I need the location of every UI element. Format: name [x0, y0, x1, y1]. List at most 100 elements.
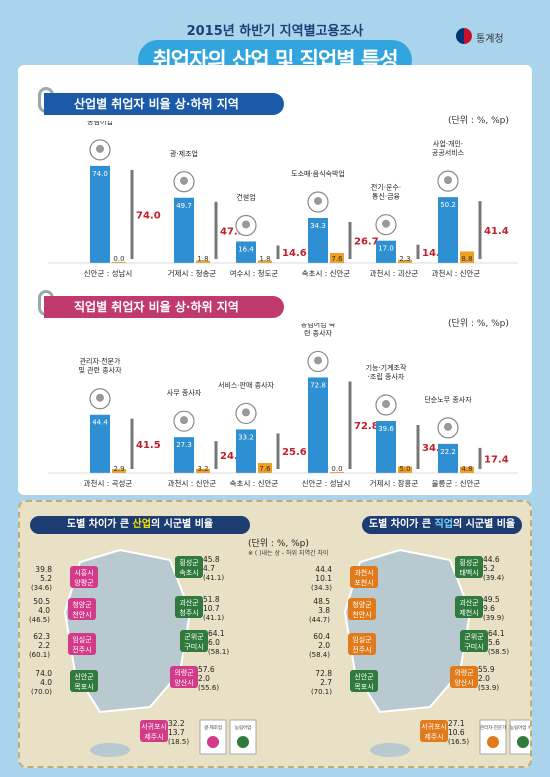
- category-label: 및 관련 종사자: [78, 366, 122, 375]
- region-gap: (18.5): [168, 738, 189, 746]
- high-bar: [90, 414, 110, 473]
- low-bar: [196, 260, 210, 263]
- region-low-name: 구미시: [184, 642, 203, 651]
- region-low-name: 목포시: [74, 683, 93, 691]
- statistics-korea-logo: 통계청: [456, 28, 534, 46]
- region-gap: (70.1): [311, 688, 332, 696]
- category-icon-glyph: [444, 422, 452, 431]
- region-high-name: 임실군: [352, 635, 372, 644]
- region-value: 2.0: [198, 674, 210, 683]
- high-value-label: 44.4: [92, 419, 108, 427]
- high-bar: [308, 377, 328, 473]
- low-bar: [258, 260, 272, 263]
- region-low-name: 양평군: [74, 578, 94, 587]
- region-badge: [70, 566, 98, 588]
- logo-text: 통계청: [476, 34, 504, 45]
- low-bar: [460, 251, 474, 263]
- region-high-name: 군위군: [464, 633, 484, 641]
- region-badge: [348, 598, 376, 620]
- region-label: 과천시 : 신안군: [432, 268, 481, 278]
- region-badge: [180, 630, 208, 652]
- low-bar: [398, 259, 412, 263]
- region-value: 13.7: [168, 728, 185, 737]
- region-label: 신안군 : 성남시: [302, 478, 351, 488]
- legend-label: 광·제조업: [204, 724, 222, 731]
- region-value: 27.1: [448, 719, 465, 728]
- gap-value-label: 14.7: [422, 248, 447, 259]
- region-badge: [420, 720, 448, 742]
- jeju-island-shape: [90, 743, 130, 757]
- region-value: 3.8: [318, 606, 330, 615]
- region-label: 신안군 : 성남시: [84, 268, 133, 278]
- low-bar: [330, 472, 344, 473]
- region-badge: [348, 633, 376, 655]
- region-low-name: 포천시: [354, 578, 373, 587]
- region-value: 50.5: [33, 597, 50, 606]
- region-low-name: 구미시: [464, 642, 483, 651]
- high-bar: [438, 443, 458, 473]
- gap-value-label: 17.4: [484, 454, 509, 465]
- region-value: 4.0: [38, 606, 50, 615]
- industry-chart: 농림어업 74.0 0.0 74.0 신안군 : 성남시 광·제조업 49.7 1.8 47.9…: [48, 121, 518, 278]
- pill-text: 의 시군별 비율: [150, 519, 214, 530]
- category-icon-glyph: [314, 356, 322, 365]
- category-label: 단순노무 종사자: [424, 395, 472, 404]
- region-value: 32.2: [168, 719, 185, 728]
- region-gap: (58.4): [309, 651, 330, 659]
- region-value: 5.2: [40, 574, 52, 583]
- region-label: 울릉군 : 신안군: [432, 478, 481, 488]
- region-gap: (39.4): [483, 574, 504, 582]
- occupation-unit: (단위 : %, %p): [448, 319, 509, 329]
- region-value: 2.0: [318, 641, 330, 650]
- region-label: 과천시 : 괴산군: [370, 268, 419, 278]
- low-bar: [460, 466, 474, 473]
- region-value: 2.2: [38, 641, 50, 650]
- pill-text: 의 시군별 비율: [452, 519, 516, 530]
- map-unit: (단위 : %, %p): [248, 539, 309, 549]
- region-badge: [455, 556, 483, 578]
- region-label: 과천시 : 신안군: [168, 478, 217, 488]
- region-label: 거제시 : 장흥군: [370, 478, 419, 488]
- high-value-label: 50.2: [440, 201, 456, 209]
- region-badge: [450, 666, 478, 688]
- low-value-label: 2.3: [399, 255, 410, 263]
- category-label: 사무 종사자: [167, 388, 202, 397]
- low-value-label: 1.8: [259, 255, 270, 263]
- region-low-name: 제천시: [459, 608, 478, 617]
- region-label: 과천시 : 곡성군: [84, 478, 133, 488]
- low-value-label: 3.2: [197, 465, 208, 473]
- low-bar: [258, 463, 272, 473]
- low-bar: [112, 262, 126, 263]
- region-value: 9.6: [483, 604, 495, 613]
- upper-panel: 산업별 취업자 비율 상·하위 지역 (단위 : %, %p) 농림어업 74.0…: [18, 65, 532, 495]
- pill-key: 산업: [132, 519, 151, 530]
- region-badge: [68, 633, 96, 655]
- high-bar: [90, 165, 110, 263]
- low-value-label: 2.9: [113, 465, 124, 473]
- region-value: 5.6: [488, 638, 500, 647]
- legend-icon: [517, 736, 529, 748]
- region-low-name: 양산시: [454, 678, 473, 687]
- high-value-label: 17.0: [378, 245, 394, 253]
- region-value: 48.5: [313, 597, 330, 606]
- region-gap: (70.0): [31, 688, 52, 696]
- gap-value-label: 24.1: [220, 451, 245, 462]
- high-value-label: 39.6: [378, 425, 394, 433]
- pill-text: 도별 차이가 큰: [368, 519, 435, 530]
- region-value: 10.1: [315, 574, 332, 583]
- region-low-name: 속초시: [179, 569, 198, 577]
- category-icon-glyph: [180, 176, 188, 185]
- region-gap: (55.6): [198, 684, 219, 692]
- high-value-label: 72.8: [310, 381, 326, 389]
- region-low-name: 제주시: [144, 733, 163, 741]
- gap-value-label: 34.6: [422, 443, 447, 454]
- region-badge: [350, 566, 378, 588]
- region-high-name: 시흥시: [74, 568, 93, 577]
- high-value-label: 34.3: [310, 222, 326, 230]
- region-high-name: 횡성군: [459, 558, 479, 567]
- low-value-label: 1.8: [197, 255, 208, 263]
- region-high-name: 서귀포시: [421, 722, 447, 731]
- region-badge: [175, 596, 203, 618]
- region-low-name: 청주시: [179, 609, 198, 617]
- category-label: 련 종사자: [304, 328, 333, 337]
